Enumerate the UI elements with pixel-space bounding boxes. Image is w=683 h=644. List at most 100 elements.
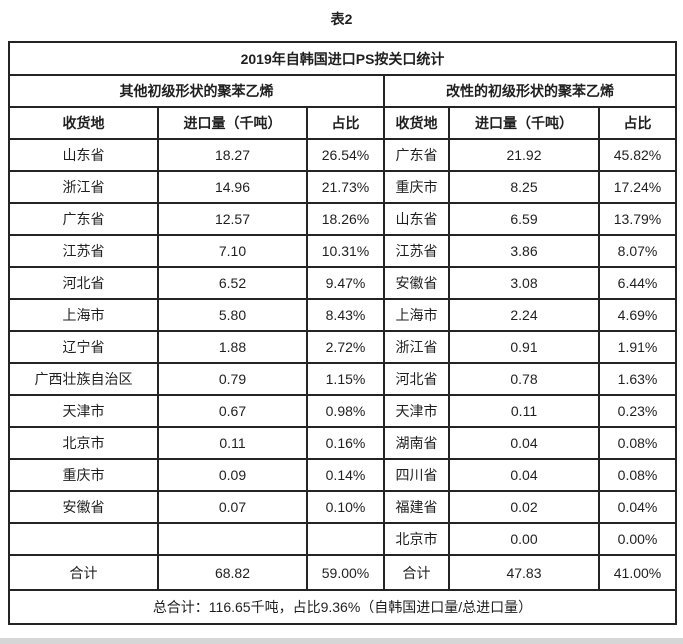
amount-cell: 0.09 <box>157 458 308 492</box>
share-cell: 17.24% <box>597 170 678 204</box>
share-cell: 0.08% <box>597 426 678 460</box>
column-header-share-right: 占比 <box>597 106 678 140</box>
share-cell: 0.98% <box>306 394 385 428</box>
amount-cell: 14.96 <box>157 170 308 204</box>
amount-cell: 3.86 <box>448 234 600 268</box>
region-cell: 福建省 <box>383 490 450 524</box>
share-cell <box>306 522 385 556</box>
column-header-volume-left: 进口量（千吨） <box>157 106 308 140</box>
share-cell: 0.14% <box>306 458 385 492</box>
region-cell: 辽宁省 <box>8 330 159 364</box>
amount-cell: 0.04 <box>448 458 600 492</box>
table-row: 上海市 5.80 8.43% 上海市 2.24 4.69% <box>8 298 678 332</box>
total-amount-cell: 68.82 <box>157 554 308 591</box>
region-cell: 天津市 <box>8 394 159 428</box>
share-cell: 2.72% <box>306 330 385 364</box>
region-cell: 浙江省 <box>383 330 450 364</box>
share-cell: 45.82% <box>597 138 678 172</box>
share-cell: 0.16% <box>306 426 385 460</box>
total-amount-cell: 47.83 <box>448 554 600 591</box>
amount-cell: 0.04 <box>448 426 600 460</box>
share-cell: 0.04% <box>597 490 678 524</box>
region-cell: 河北省 <box>8 266 159 300</box>
amount-cell: 6.59 <box>448 202 600 236</box>
amount-cell: 0.07 <box>157 490 308 524</box>
table-title: 2019年自韩国进口PS按关口统计 <box>7 41 678 76</box>
table-row: 北京市 0.00 0.00% <box>8 522 678 556</box>
amount-cell: 21.92 <box>448 138 600 172</box>
region-cell: 上海市 <box>8 298 159 332</box>
table-row: 北京市 0.11 0.16% 湖南省 0.04 0.08% <box>8 426 678 460</box>
amount-cell: 0.79 <box>157 362 308 396</box>
column-header-volume-right: 进口量（千吨） <box>448 106 600 140</box>
region-cell: 北京市 <box>383 522 450 556</box>
total-share-cell: 59.00% <box>306 554 385 591</box>
amount-cell: 1.88 <box>157 330 308 364</box>
region-cell: 广西壮族自治区 <box>8 362 159 396</box>
total-label-cell: 合计 <box>8 554 159 591</box>
region-cell: 河北省 <box>383 362 450 396</box>
amount-cell: 7.10 <box>157 234 308 268</box>
amount-cell <box>157 522 308 556</box>
region-cell: 重庆市 <box>8 458 159 492</box>
region-cell: 广东省 <box>383 138 450 172</box>
table-row: 广东省 12.57 18.26% 山东省 6.59 13.79% <box>8 202 678 236</box>
group-header-row: 其他初级形状的聚苯乙烯 改性的初级形状的聚苯乙烯 <box>8 74 678 108</box>
column-header-destination-left: 收货地 <box>8 106 159 140</box>
amount-cell: 5.80 <box>157 298 308 332</box>
region-cell: 山东省 <box>8 138 159 172</box>
amount-cell: 0.91 <box>448 330 600 364</box>
grand-total-row: 总合计：116.65千吨，占比9.36%（自韩国进口量/总进口量） <box>7 589 678 625</box>
table-row: 山东省 18.27 26.54% 广东省 21.92 45.82% <box>8 138 678 172</box>
table-row: 广西壮族自治区 0.79 1.15% 河北省 0.78 1.63% <box>8 362 678 396</box>
table-row: 辽宁省 1.88 2.72% 浙江省 0.91 1.91% <box>8 330 678 364</box>
table-row: 浙江省 14.96 21.73% 重庆市 8.25 17.24% <box>8 170 678 204</box>
share-cell: 8.07% <box>597 234 678 268</box>
ps-import-table: 2019年自韩国进口PS按关口统计 其他初级形状的聚苯乙烯 改性的初级形状的聚苯… <box>7 41 678 625</box>
share-cell: 4.69% <box>597 298 678 332</box>
total-share-cell: 41.00% <box>597 554 678 591</box>
column-header-destination-right: 收货地 <box>383 106 450 140</box>
share-cell: 26.54% <box>306 138 385 172</box>
table-body: 山东省 18.27 26.54% 广东省 21.92 45.82% 浙江省 14.96 21.7… <box>8 138 678 591</box>
share-cell: 21.73% <box>306 170 385 204</box>
share-cell: 1.91% <box>597 330 678 364</box>
amount-cell: 0.78 <box>448 362 600 396</box>
amount-cell: 0.00 <box>448 522 600 556</box>
share-cell: 1.15% <box>306 362 385 396</box>
share-cell: 6.44% <box>597 266 678 300</box>
region-cell: 湖南省 <box>383 426 450 460</box>
region-cell: 北京市 <box>8 426 159 460</box>
share-cell: 9.47% <box>306 266 385 300</box>
amount-cell: 0.67 <box>157 394 308 428</box>
column-header-row: 收货地 进口量（千吨） 占比 收货地 进口量（千吨） 占比 <box>8 106 678 140</box>
group-header-modified-ps: 改性的初级形状的聚苯乙烯 <box>382 74 678 108</box>
share-cell: 0.00% <box>597 522 678 556</box>
amount-cell: 18.27 <box>157 138 308 172</box>
group-header-other-ps: 其他初级形状的聚苯乙烯 <box>8 74 385 108</box>
total-row: 合计 68.82 59.00% 合计 47.83 41.00% <box>8 554 678 591</box>
amount-cell: 0.11 <box>157 426 308 460</box>
share-cell: 8.43% <box>306 298 385 332</box>
region-cell: 广东省 <box>8 202 159 236</box>
share-cell: 18.26% <box>306 202 385 236</box>
region-cell: 江苏省 <box>8 234 159 268</box>
table-title-row: 2019年自韩国进口PS按关口统计 <box>7 41 678 76</box>
table-row: 重庆市 0.09 0.14% 四川省 0.04 0.08% <box>8 458 678 492</box>
share-cell: 10.31% <box>306 234 385 268</box>
region-cell: 上海市 <box>383 298 450 332</box>
share-cell: 0.23% <box>597 394 678 428</box>
region-cell: 天津市 <box>383 394 450 428</box>
region-cell: 安徽省 <box>383 266 450 300</box>
amount-cell: 8.25 <box>448 170 600 204</box>
region-cell: 重庆市 <box>383 170 450 204</box>
amount-cell: 2.24 <box>448 298 600 332</box>
amount-cell: 6.52 <box>157 266 308 300</box>
grand-total-text: 总合计：116.65千吨，占比9.36%（自韩国进口量/总进口量） <box>7 589 678 625</box>
table-caption: 表2 <box>330 11 353 27</box>
share-cell: 1.63% <box>597 362 678 396</box>
total-label-cell: 合计 <box>383 554 450 591</box>
amount-cell: 3.08 <box>448 266 600 300</box>
region-cell: 山东省 <box>383 202 450 236</box>
share-cell: 0.08% <box>597 458 678 492</box>
